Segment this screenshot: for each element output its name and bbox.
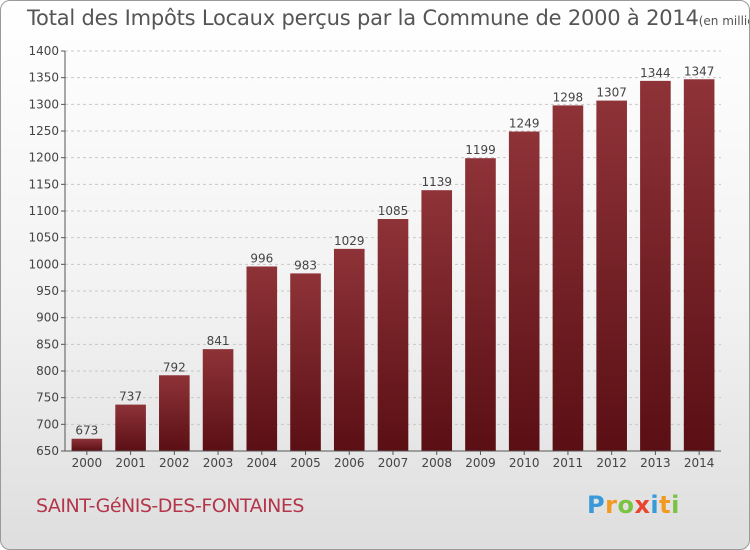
y-tick-label: 950 [36, 284, 59, 298]
x-tick-label: 2008 [421, 456, 452, 470]
value-label: 737 [119, 390, 142, 404]
bar-2007 [377, 219, 409, 451]
commune-name: SAINT-GéNIS-DES-FONTAINES [36, 495, 304, 517]
bar-2005 [290, 273, 321, 451]
x-tick-label: 2005 [290, 456, 321, 470]
value-label: 1298 [553, 90, 584, 104]
bar-2009 [465, 158, 496, 451]
y-tick-label: 1000 [28, 257, 59, 271]
bar-2004 [246, 266, 278, 451]
y-tick-label: 850 [36, 337, 59, 351]
logo-letter: i [650, 491, 660, 519]
value-label: 996 [250, 251, 273, 265]
y-tick-label: 1400 [28, 44, 59, 58]
title-row: Total des Impôts Locaux perçus par la Co… [27, 6, 749, 30]
bar-2003 [202, 349, 234, 451]
value-label: 792 [163, 360, 186, 374]
logo-letter: o [617, 491, 635, 519]
value-label: 1344 [640, 66, 671, 80]
logo-letter: x [634, 491, 651, 519]
logo-letter: r [605, 491, 618, 519]
y-tick-label: 1150 [28, 177, 59, 191]
unit-note: (en milliers d'€) [698, 14, 749, 28]
bar-2006 [333, 248, 365, 451]
value-label: 1139 [421, 175, 452, 189]
bar-2012 [596, 100, 627, 451]
y-tick-label: 650 [36, 444, 59, 458]
x-tick-label: 2007 [378, 456, 409, 470]
value-label: 1347 [684, 64, 715, 78]
logo-letter: t [659, 491, 672, 519]
y-tick-label: 1100 [28, 204, 59, 218]
value-label: 1249 [509, 117, 540, 131]
y-tick-label: 900 [36, 311, 59, 325]
bar-2013 [640, 80, 671, 451]
bar-2001 [115, 404, 146, 451]
proxiti-logo: Proxiti [587, 491, 680, 519]
value-label: 983 [294, 258, 317, 272]
value-label: 841 [207, 334, 230, 348]
bar-2008 [421, 190, 453, 451]
y-tick-label: 1250 [28, 124, 59, 138]
bar-2002 [159, 375, 190, 451]
y-tick-label: 800 [36, 364, 59, 378]
x-tick-label: 2010 [509, 456, 540, 470]
y-tick-label: 1200 [28, 151, 59, 165]
bar-2010 [508, 131, 540, 452]
bar-2000 [71, 438, 103, 451]
y-tick-label: 750 [36, 391, 59, 405]
chart-title: Total des Impôts Locaux perçus par la Co… [27, 6, 699, 30]
value-label: 1029 [334, 234, 365, 248]
x-tick-label: 2006 [334, 456, 365, 470]
y-tick-label: 1050 [28, 231, 59, 245]
x-tick-label: 2004 [247, 456, 278, 470]
bar-2011 [552, 105, 584, 452]
y-tick-label: 700 [36, 417, 59, 431]
value-label: 1199 [465, 143, 496, 157]
x-tick-label: 2001 [115, 456, 146, 470]
logo-letter: P [587, 491, 606, 519]
y-tick-label: 1300 [28, 97, 59, 111]
x-tick-label: 2003 [203, 456, 234, 470]
value-label: 1085 [378, 204, 409, 218]
logo-letter: i [671, 491, 680, 519]
x-tick-label: 2002 [159, 456, 190, 470]
x-tick-label: 2012 [596, 456, 627, 470]
x-tick-label: 2000 [72, 456, 103, 470]
x-tick-label: 2011 [553, 456, 584, 470]
x-tick-label: 2014 [684, 456, 715, 470]
value-label: 1307 [596, 86, 627, 100]
x-tick-label: 2009 [465, 456, 496, 470]
x-tick-label: 2013 [640, 456, 671, 470]
bar-2014 [683, 79, 715, 452]
y-tick-label: 1350 [28, 71, 59, 85]
value-label: 673 [75, 424, 98, 438]
